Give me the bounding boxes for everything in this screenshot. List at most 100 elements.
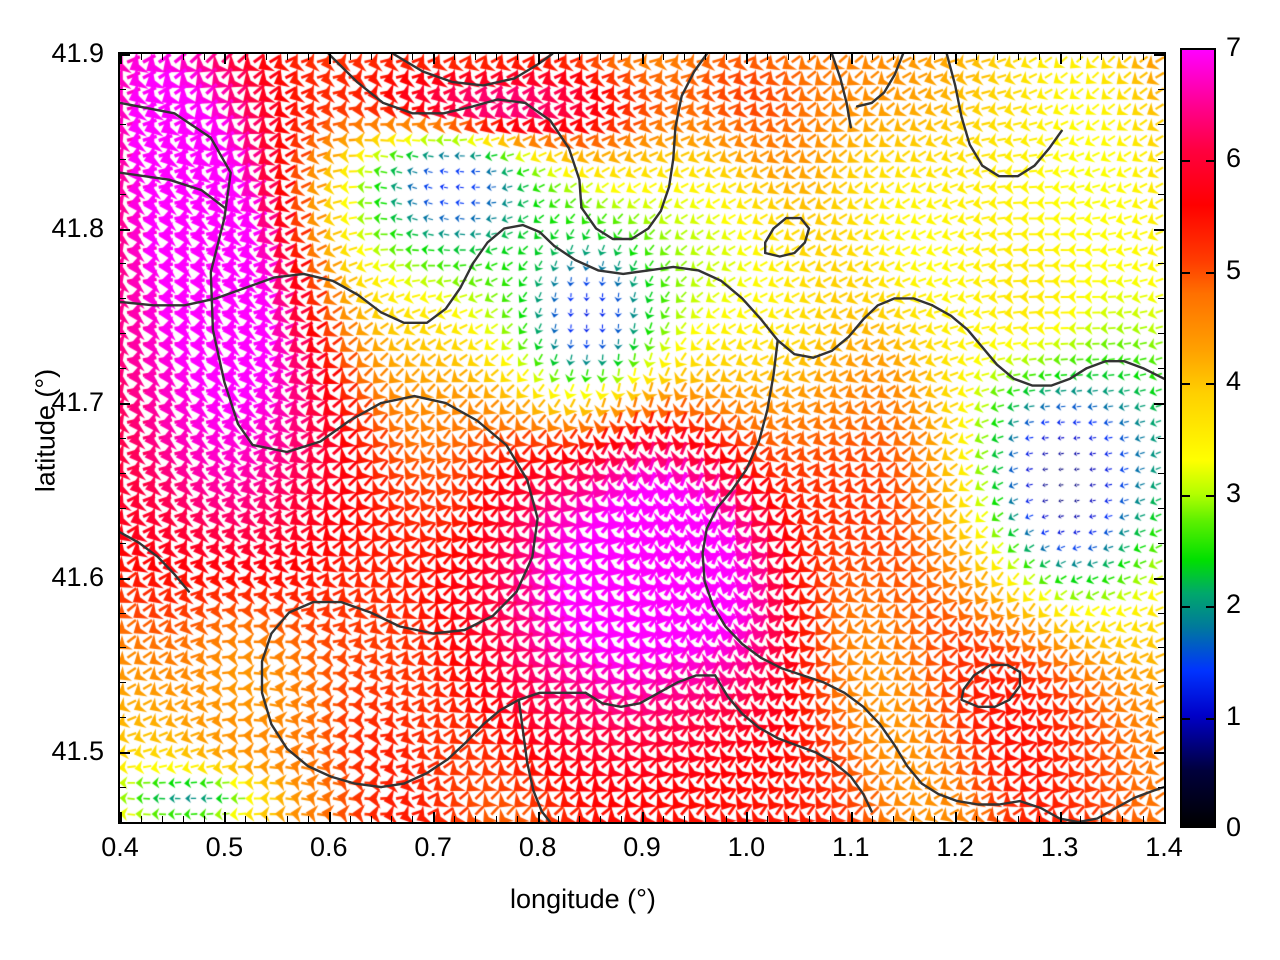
x-minor-tick xyxy=(266,54,268,60)
x-tick-label: 0.5 xyxy=(205,832,244,862)
y-minor-tick xyxy=(1158,472,1164,474)
x-minor-tick xyxy=(161,816,163,822)
y-minor-tick xyxy=(120,298,126,300)
y-minor-tick xyxy=(1158,368,1164,370)
x-minor-tick xyxy=(307,54,309,60)
colorbar-tick-label: 1 xyxy=(1226,700,1242,731)
x-minor-tick xyxy=(1122,54,1124,60)
x-tick-mark xyxy=(328,812,331,822)
y-minor-tick xyxy=(120,787,126,789)
x-minor-tick xyxy=(621,816,623,822)
x-minor-tick xyxy=(1101,816,1103,822)
x-minor-tick xyxy=(913,54,915,60)
y-minor-tick xyxy=(120,263,126,265)
x-tick-mark xyxy=(850,54,853,64)
x-minor-tick xyxy=(287,816,289,822)
y-minor-tick xyxy=(1158,333,1164,335)
x-tick-label: 1.1 xyxy=(832,832,870,862)
colorbar-tick-label: 0 xyxy=(1226,812,1242,842)
colorbar-tick-mark xyxy=(1206,717,1214,720)
x-tick-mark xyxy=(537,54,540,64)
x-tick-mark xyxy=(1164,54,1166,64)
x-tick-mark xyxy=(120,54,122,64)
colorbar-tick-label: 5 xyxy=(1226,254,1242,285)
y-minor-tick xyxy=(120,438,126,439)
colorbar-tick-mark xyxy=(1182,606,1190,609)
x-minor-tick xyxy=(1038,54,1040,60)
x-minor-tick xyxy=(474,54,476,60)
x-minor-tick xyxy=(579,54,581,60)
y-minor-tick xyxy=(1158,822,1164,823)
y-tick-mark xyxy=(1154,403,1164,406)
y-minor-tick xyxy=(120,542,126,544)
y-tick-mark xyxy=(1154,752,1164,755)
y-minor-tick xyxy=(1158,263,1164,265)
y-minor-tick xyxy=(120,472,126,474)
x-tick-label: 1.3 xyxy=(1040,832,1079,862)
y-axis-label: latitude (°) xyxy=(30,368,61,493)
x-minor-tick xyxy=(829,816,831,822)
x-tick-mark xyxy=(433,812,436,822)
x-minor-tick xyxy=(495,816,497,822)
x-minor-tick xyxy=(454,54,456,60)
x-tick-mark xyxy=(1164,812,1166,822)
x-minor-tick xyxy=(704,816,706,822)
y-minor-tick xyxy=(1158,612,1164,614)
colorbar xyxy=(1180,48,1216,828)
x-minor-tick xyxy=(1122,816,1124,822)
x-minor-tick xyxy=(558,816,560,822)
y-tick-mark xyxy=(1154,54,1164,56)
x-minor-tick xyxy=(307,816,309,822)
x-minor-tick xyxy=(516,54,518,60)
colorbar-tick-mark xyxy=(1206,494,1214,497)
x-minor-tick xyxy=(454,816,456,822)
y-tick-label: 41.8 xyxy=(51,212,104,243)
y-minor-tick xyxy=(120,193,126,195)
y-tick-label: 41.5 xyxy=(51,736,104,767)
plot-area xyxy=(118,52,1166,824)
x-minor-tick xyxy=(996,816,998,822)
y-minor-tick xyxy=(120,507,126,509)
x-tick-mark xyxy=(537,812,540,822)
colorbar-tick-label: 3 xyxy=(1226,477,1242,508)
x-minor-tick xyxy=(370,816,372,822)
y-tick-mark xyxy=(120,228,130,231)
y-tick-mark xyxy=(1154,228,1164,231)
x-minor-tick xyxy=(1017,816,1019,822)
x-minor-tick xyxy=(892,54,894,60)
x-minor-tick xyxy=(516,816,518,822)
x-tick-label: 0.9 xyxy=(623,832,661,862)
x-tick-label: 0.8 xyxy=(518,832,557,862)
y-minor-tick xyxy=(1158,193,1164,195)
x-minor-tick xyxy=(1017,54,1019,60)
x-minor-tick xyxy=(161,54,163,60)
x-minor-tick xyxy=(829,54,831,60)
x-tick-mark xyxy=(433,54,436,64)
x-minor-tick xyxy=(245,54,247,60)
x-tick-mark xyxy=(328,54,331,64)
x-minor-tick xyxy=(662,816,664,822)
x-minor-tick xyxy=(725,816,727,822)
x-minor-tick xyxy=(495,54,497,60)
y-tick-label: 41.6 xyxy=(51,561,104,592)
x-tick-label: 1.2 xyxy=(936,832,974,862)
colorbar-tick-label: 2 xyxy=(1226,589,1242,620)
y-tick-mark xyxy=(120,752,130,755)
y-tick-mark xyxy=(1154,577,1164,580)
y-minor-tick xyxy=(120,333,126,335)
x-tick-label: 0.4 xyxy=(101,832,139,862)
x-minor-tick xyxy=(662,54,664,60)
y-minor-tick xyxy=(1158,542,1164,544)
x-axis-label: longitude (°) xyxy=(510,884,656,914)
y-minor-tick xyxy=(1158,507,1164,509)
x-minor-tick xyxy=(1080,816,1082,822)
x-minor-tick xyxy=(996,54,998,60)
y-minor-tick xyxy=(1158,682,1164,684)
y-tick-mark xyxy=(120,403,130,406)
colorbar-gradient xyxy=(1182,50,1214,826)
y-minor-tick xyxy=(120,158,126,160)
y-minor-tick xyxy=(120,612,126,614)
y-minor-tick xyxy=(120,682,126,684)
x-minor-tick xyxy=(349,816,351,822)
